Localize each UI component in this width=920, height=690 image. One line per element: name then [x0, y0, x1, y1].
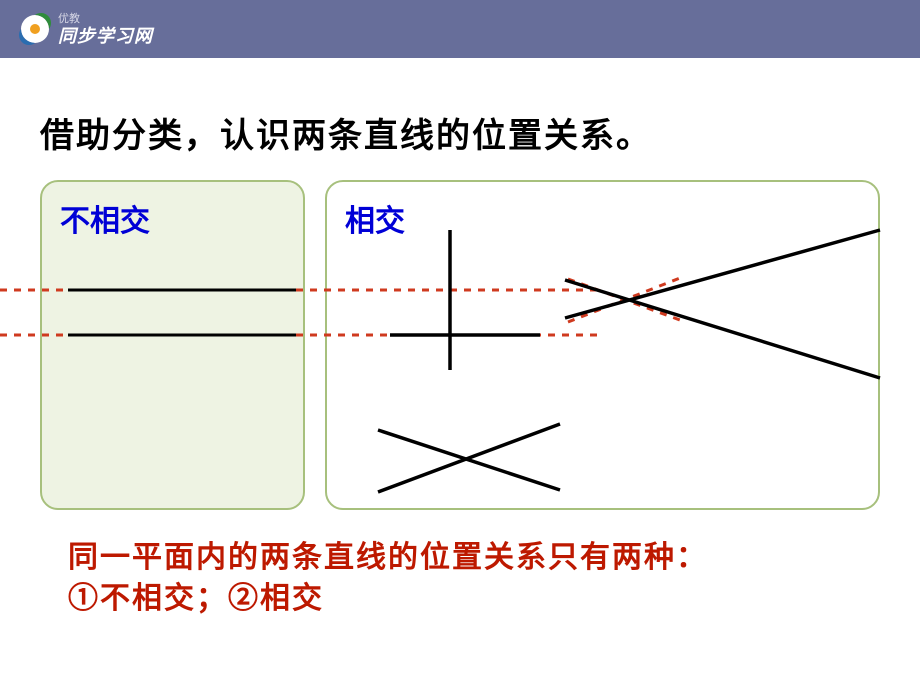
conclusion-text: 同一平面内的两条直线的位置关系只有两种： ①不相交；②相交 — [68, 538, 708, 619]
long-v-1 — [565, 230, 880, 318]
slide: 优教 同步学习网 借助分类，认识两条直线的位置关系。 不相交 相交 — [0, 0, 920, 690]
conclusion-line-1: 同一平面内的两条直线的位置关系只有两种： — [68, 538, 708, 579]
long-v-2 — [565, 280, 880, 378]
conclusion-line-2: ①不相交；②相交 — [68, 579, 708, 620]
